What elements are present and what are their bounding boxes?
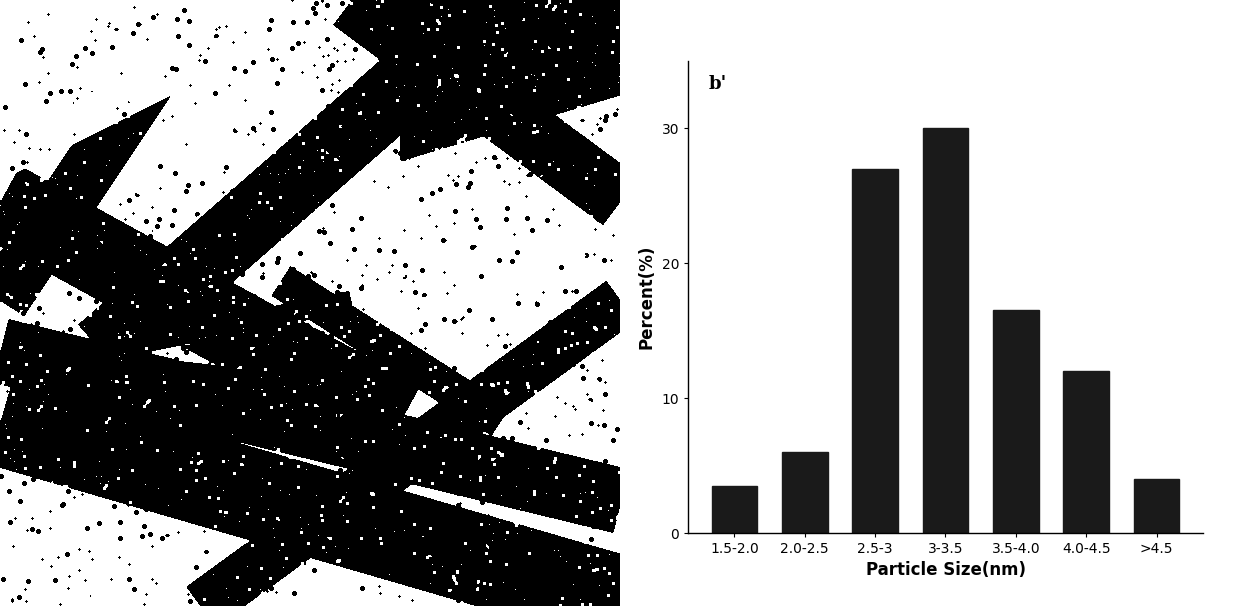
Bar	[1133, 479, 1179, 533]
Y-axis label: Percent(%): Percent(%)	[639, 245, 656, 349]
Text: b': b'	[709, 75, 727, 93]
Bar	[1064, 371, 1109, 533]
Bar	[993, 310, 1039, 533]
Bar	[782, 452, 827, 533]
Bar	[923, 128, 968, 533]
Bar	[712, 486, 758, 533]
X-axis label: Particle Size(nm): Particle Size(nm)	[866, 561, 1025, 579]
Bar	[852, 168, 898, 533]
